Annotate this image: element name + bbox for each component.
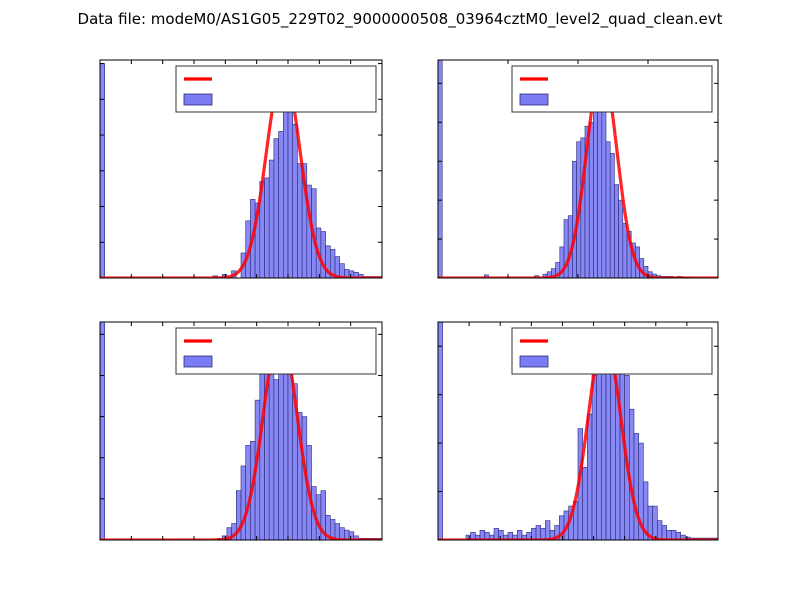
legend-bar-swatch <box>183 355 213 368</box>
histogram-bar <box>292 124 298 278</box>
legend-bar-swatch <box>183 93 213 106</box>
histogram-bar <box>605 141 611 278</box>
histogram-bar <box>593 98 598 278</box>
histogram-bar <box>240 465 246 540</box>
plot-frame <box>437 321 719 541</box>
histogram-bar <box>282 95 289 278</box>
plot-frame <box>99 321 383 541</box>
legend-bar-swatch <box>519 93 549 106</box>
quadrant-3-chart <box>437 321 719 541</box>
histogram-bar <box>287 99 293 278</box>
histogram-bar <box>438 322 443 540</box>
quadrant-1-chart <box>437 59 719 279</box>
legend-bar-swatch <box>519 355 549 368</box>
histogram-bar <box>297 163 303 278</box>
quadrant-2-chart <box>99 321 383 541</box>
histogram-bar <box>601 350 607 540</box>
figure-title: Data file: modeM0/AS1G05_229T02_90000005… <box>78 10 723 29</box>
histogram-bar <box>605 365 611 540</box>
legend <box>175 65 377 113</box>
histogram-bar <box>652 505 658 540</box>
histogram-bar <box>622 223 628 278</box>
quadrant-0-chart <box>99 59 383 279</box>
histogram-bar <box>358 274 364 278</box>
histogram-bar <box>320 231 326 278</box>
histogram-bar <box>614 184 619 278</box>
poisson-curve <box>100 68 382 278</box>
histogram-bar <box>273 379 279 540</box>
histogram-bar <box>661 525 667 540</box>
histogram-bar <box>438 60 443 278</box>
histogram-bar <box>596 370 602 540</box>
histogram-bar <box>633 433 639 540</box>
histogram-bar <box>591 374 597 540</box>
histogram-bar <box>588 121 594 278</box>
plot-frame <box>99 59 383 279</box>
histogram-bar <box>493 528 499 540</box>
legend <box>511 65 713 113</box>
legend <box>511 327 713 375</box>
histogram-bar <box>609 153 615 278</box>
histogram-bar <box>657 520 663 540</box>
histogram-bar <box>268 350 275 540</box>
histogram-bar <box>259 371 265 540</box>
histogram-bar <box>531 528 537 540</box>
histogram-bar <box>597 90 603 278</box>
histogram-bar <box>545 520 551 540</box>
histogram-bar <box>582 467 588 540</box>
histogram-bar <box>535 525 541 540</box>
histogram-bar <box>278 131 284 278</box>
histogram-bar <box>100 322 105 540</box>
poisson-curve <box>100 330 382 540</box>
histogram-bar <box>273 138 279 278</box>
histogram-bar <box>264 177 270 278</box>
histogram-bar <box>618 199 624 278</box>
legend <box>175 327 377 375</box>
histogram-bar <box>268 159 275 278</box>
histogram-bar <box>601 86 607 278</box>
histogram-bar <box>587 413 593 540</box>
